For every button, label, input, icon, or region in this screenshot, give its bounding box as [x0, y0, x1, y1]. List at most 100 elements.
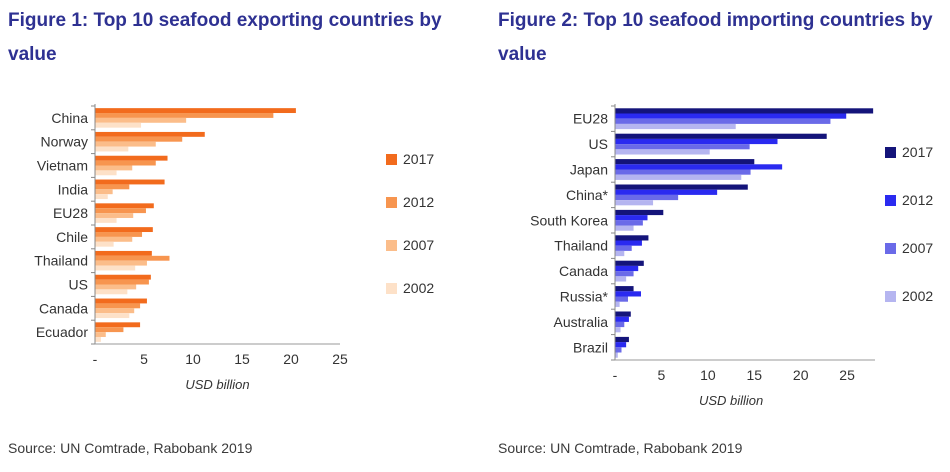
bar-eu28-2002 — [95, 217, 117, 223]
x-tick-label: 15 — [747, 367, 763, 383]
legend-swatch-2012 — [885, 195, 896, 206]
bar-canada-2012 — [615, 265, 639, 272]
bar-chile-2002 — [95, 241, 114, 247]
bar-japan-2007 — [615, 169, 751, 175]
bar-thailand-2007 — [615, 245, 632, 251]
bar-thailand-2007 — [95, 260, 147, 266]
bar-brazil-2017 — [615, 336, 629, 343]
bar-south-korea-2012 — [615, 215, 648, 221]
bar-canada-2007 — [615, 271, 634, 277]
bar-canada-2002 — [95, 313, 130, 319]
x-axis-title: USD billion — [185, 377, 249, 392]
legend-label: 2007 — [902, 240, 933, 256]
x-tick-label: - — [93, 351, 98, 367]
category-label: EU28 — [53, 205, 88, 221]
x-tick-label: - — [613, 367, 618, 383]
bar-south-korea-2002 — [615, 225, 634, 231]
legend-label: 2017 — [902, 144, 933, 160]
category-label: Thailand — [554, 238, 608, 254]
bar-south-korea-2007 — [615, 220, 643, 226]
bar-thailand-2012 — [95, 255, 170, 261]
legend-swatch-2002 — [885, 291, 896, 302]
legend-label: 2007 — [403, 237, 434, 253]
bar-japan-2002 — [615, 174, 742, 180]
bar-china-2007 — [95, 117, 187, 123]
bar-vietnam-2007 — [95, 165, 133, 171]
bar-us-2017 — [95, 274, 151, 280]
category-label: US — [589, 136, 608, 152]
bar-norway-2012 — [95, 136, 183, 142]
bar-eu28-2017 — [95, 203, 154, 209]
source-note: Source: UN Comtrade, Rabobank 2019 — [8, 440, 253, 456]
bar-india-2002 — [95, 194, 108, 200]
bar-eu28-2007 — [95, 213, 134, 218]
bar-ecuador-2007 — [95, 332, 106, 337]
x-tick-label: 5 — [140, 351, 148, 367]
figure-title: Figure 1: Top 10 seafood exporting count… — [8, 10, 442, 65]
legend-swatch-2012 — [386, 197, 397, 208]
legend-swatch-2017 — [386, 154, 397, 165]
bar-ecuador-2012 — [95, 327, 124, 333]
legend-swatch-2017 — [885, 147, 896, 158]
x-tick-label: 10 — [700, 367, 716, 383]
bar-ecuador-2017 — [95, 322, 141, 328]
x-tick-label: 20 — [283, 351, 299, 367]
bar-brazil-2002 — [615, 352, 618, 358]
category-label: China* — [566, 187, 609, 203]
bar-chile-2017 — [95, 227, 153, 233]
legend-swatch-2002 — [386, 283, 397, 294]
bar-ecuador-2002 — [95, 336, 101, 342]
category-label: Russia* — [560, 289, 609, 305]
bar-eu28-2017 — [615, 108, 874, 114]
bar-china-2017 — [95, 108, 296, 114]
category-label: Canada — [559, 263, 608, 279]
category-label: Norway — [41, 134, 88, 150]
bar-thailand-2017 — [615, 235, 649, 241]
category-label: Canada — [39, 300, 88, 316]
bar-vietnam-2017 — [95, 155, 168, 161]
bar-norway-2017 — [95, 131, 205, 137]
bar-china-2012 — [95, 113, 274, 118]
export-chart: China Norway Vietnam India EU28 Chile Thailand… — [34, 104, 434, 392]
bar-china-2002 — [95, 122, 142, 128]
bar-us-2002 — [95, 289, 128, 295]
bar-south-korea-2017 — [615, 209, 664, 216]
category-label: Chile — [56, 229, 88, 245]
bar-china--2012 — [615, 189, 718, 195]
x-tick-label: 20 — [793, 367, 809, 383]
bar-chile-2007 — [95, 236, 133, 242]
bar-japan-2012 — [615, 164, 783, 170]
bar-norway-2002 — [95, 146, 129, 152]
bar-canada-2012 — [95, 303, 141, 309]
plot-area: EU28 US Japan China* South Korea Thailand Cana… — [530, 104, 875, 408]
x-tick-label: 25 — [839, 367, 855, 383]
bar-china--2017 — [615, 184, 748, 190]
figure-title: Figure 2: Top 10 seafood importing count… — [498, 10, 933, 65]
legend-swatch-2007 — [885, 243, 896, 254]
bar-vietnam-2002 — [95, 170, 117, 176]
bar-australia-2012 — [615, 316, 629, 322]
export-figure: Figure 1: Top 10 seafood exporting count… — [0, 0, 470, 472]
bar-australia-2002 — [615, 327, 621, 333]
bar-thailand-2017 — [95, 250, 152, 256]
x-tick-label: 15 — [234, 351, 250, 367]
bar-us-2007 — [95, 284, 137, 290]
legend: 2017 2012 2007 2002 — [386, 151, 434, 296]
category-label: EU28 — [573, 111, 608, 127]
bar-india-2007 — [95, 189, 113, 195]
x-tick-label: 10 — [185, 351, 201, 367]
x-tick-label: 5 — [658, 367, 666, 383]
bar-us-2007 — [615, 144, 750, 150]
bar-india-2012 — [95, 184, 130, 190]
legend-label: 2012 — [902, 192, 933, 208]
legend-swatch-2007 — [386, 240, 397, 251]
legend: 2017 2012 2007 2002 — [885, 144, 933, 304]
category-label: Australia — [554, 314, 609, 330]
source-note: Source: UN Comtrade, Rabobank 2019 — [498, 440, 743, 456]
bar-canada-2017 — [95, 298, 147, 304]
bar-us-2002 — [615, 149, 710, 155]
bar-eu28-2007 — [615, 118, 831, 124]
bar-vietnam-2012 — [95, 160, 156, 166]
legend-label: 2012 — [403, 194, 434, 210]
bar-australia-2007 — [615, 321, 625, 328]
